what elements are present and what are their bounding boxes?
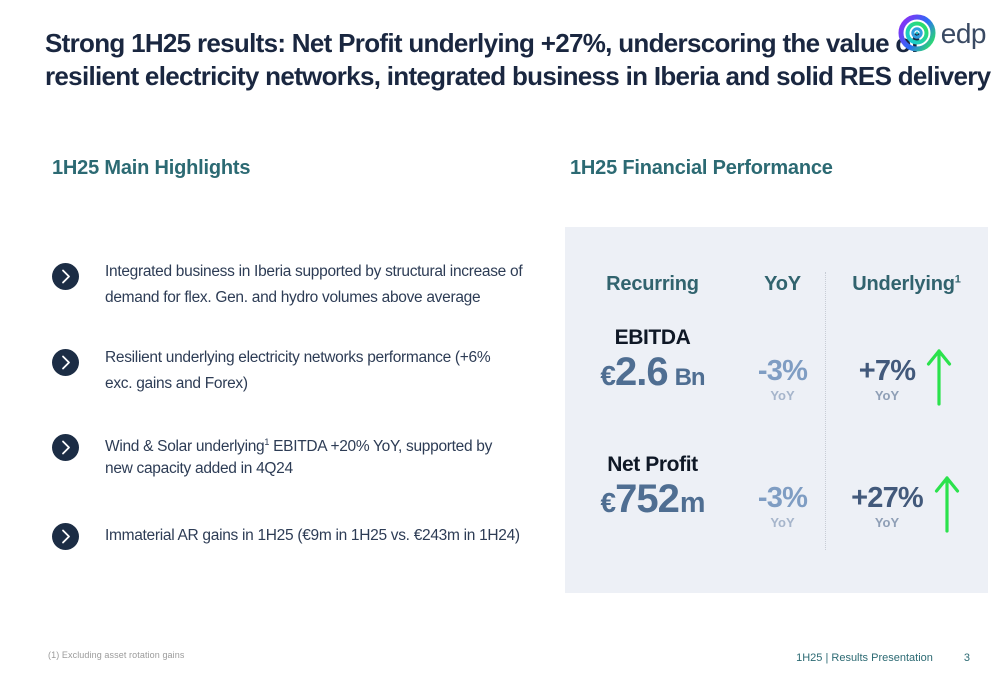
chevron-right-circle-icon (52, 263, 79, 290)
metric-label-ebitda: EBITDA (614, 326, 691, 349)
highlight-text: Resilient underlying electricity network… (105, 349, 491, 392)
currency-symbol: € (600, 487, 617, 518)
net-profit-yoy-cell: -3% YoY (740, 482, 825, 531)
footer-label: 1H25 | Results Presentation (796, 652, 933, 664)
edp-logo-rings-icon (897, 13, 937, 58)
net-profit-underlying-cell: +27% YoY (825, 473, 988, 540)
yoy-caption: YoY (874, 515, 900, 531)
edp-logo: edp (897, 13, 987, 58)
highlight-item: Wind & Solar underlying1 EBITDA +20% YoY… (52, 432, 587, 479)
performance-heading: 1H25 Financial Performance (570, 157, 833, 179)
slide-title-line-1: Strong 1H25 results: Net Profit underlyi… (45, 28, 919, 58)
edp-logo-text: edp (940, 17, 987, 49)
trend-up-arrow-icon (924, 346, 954, 413)
page-number: 3 (963, 652, 970, 664)
chevron-right-circle-icon (52, 523, 79, 550)
net-profit-yoy-change: -3% (757, 482, 808, 514)
metric-value-ebitda: €2.6 Bn (600, 350, 706, 394)
ebitda-yoy-cell: -3% YoY (740, 355, 825, 404)
column-header-yoy: YoY (764, 273, 801, 295)
column-header-recurring: Recurring (606, 273, 699, 295)
financial-performance-panel: Recurring YoY Underlying1 EBITDA €2.6 Bn … (565, 227, 988, 593)
column-header-underlying: Underlying1 (852, 273, 961, 295)
value-unit: Bn (674, 364, 706, 391)
footnote: (1) Excluding asset rotation gains (48, 650, 185, 660)
ebitda-yoy-change: -3% (757, 355, 808, 387)
yoy-caption: YoY (770, 515, 795, 531)
chevron-right-circle-icon (52, 434, 79, 461)
slide-title: Strong 1H25 results: Net Profit underlyi… (45, 27, 991, 93)
highlight-item: Resilient underlying electricity network… (52, 347, 587, 394)
net-profit-underlying-change: +27% (851, 481, 924, 514)
value-unit: m (679, 487, 706, 519)
yoy-caption: YoY (770, 388, 795, 404)
highlight-text: Immaterial AR gains in 1H25 (€9m in 1H25… (105, 527, 520, 545)
highlight-text: Integrated business in Iberia supported … (105, 263, 523, 306)
ebitda-underlying-change: +7% (858, 354, 916, 387)
yoy-caption: YoY (874, 388, 900, 404)
slide-footer: 1H25 | Results Presentation 3 (796, 652, 970, 664)
highlight-item: Immaterial AR gains in 1H25 (€9m in 1H25… (52, 521, 587, 550)
ebitda-underlying-cell: +7% YoY (825, 346, 988, 413)
slide-title-line-2: resilient electricity networks, integrat… (45, 61, 991, 91)
metric-label-net-profit: Net Profit (607, 453, 698, 476)
trend-up-arrow-icon (932, 473, 962, 540)
highlight-text: Wind & Solar underlying1 EBITDA +20% YoY… (105, 437, 493, 477)
metric-value-net-profit: €752m (600, 477, 706, 521)
chevron-right-circle-icon (52, 349, 79, 376)
currency-symbol: € (600, 360, 616, 391)
dotted-column-divider (825, 272, 826, 550)
highlights-heading: 1H25 Main Highlights (52, 157, 251, 179)
highlight-item: Integrated business in Iberia supported … (52, 261, 587, 308)
